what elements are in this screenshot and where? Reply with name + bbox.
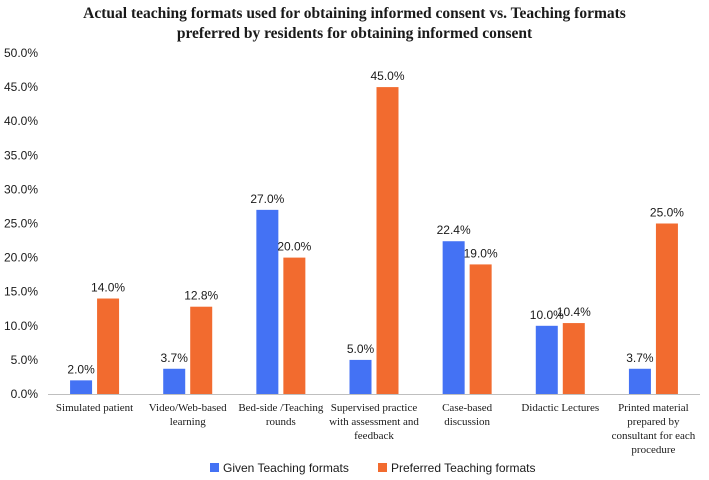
y-tick-label: 10.0%	[4, 319, 38, 333]
data-label: 5.0%	[347, 342, 375, 356]
legend-swatch-preferred	[378, 463, 387, 472]
bars	[70, 87, 678, 394]
category-label: rounds	[266, 416, 296, 428]
data-label: 25.0%	[650, 206, 684, 220]
y-tick-label: 5.0%	[11, 353, 39, 367]
data-label: 2.0%	[67, 362, 95, 376]
y-tick-label: 50.0%	[4, 46, 38, 60]
category-label: learning	[170, 416, 207, 428]
chart-title: Actual teaching formats used for obtaini…	[83, 5, 626, 42]
data-label: 20.0%	[277, 240, 311, 254]
y-tick-label: 40.0%	[4, 114, 38, 128]
data-label: 22.4%	[437, 223, 471, 237]
data-label: 12.8%	[184, 289, 218, 303]
data-label: 3.7%	[626, 351, 654, 365]
legend-label: Preferred Teaching formats	[391, 461, 536, 475]
category-label: Supervised practice	[331, 402, 418, 414]
chart-title-line: preferred by residents for obtaining inf…	[177, 25, 533, 42]
bar-given	[442, 241, 465, 394]
bar-preferred	[283, 257, 306, 394]
bar-preferred	[376, 87, 399, 394]
data-label: 10.0%	[530, 308, 564, 322]
chart-title-line: Actual teaching formats used for obtaini…	[83, 5, 626, 22]
bar-given	[628, 368, 651, 394]
bar-given	[70, 380, 93, 394]
category-label: Didactic Lectures	[521, 402, 599, 414]
y-tick-label: 25.0%	[4, 217, 38, 231]
y-tick-label: 20.0%	[4, 251, 38, 265]
category-label: with assessment and	[329, 416, 419, 428]
category-label: Case-based	[442, 402, 493, 414]
category-label: Printed material	[618, 402, 689, 414]
y-tick-label: 30.0%	[4, 182, 38, 196]
legend: Given Teaching formats Preferred Teaching…	[210, 461, 536, 475]
data-label: 19.0%	[464, 246, 498, 260]
bar-given	[163, 368, 186, 394]
data-label: 27.0%	[250, 192, 284, 206]
bar-preferred	[190, 306, 213, 394]
category-label: discussion	[444, 416, 490, 428]
legend-label: Given Teaching formats	[223, 461, 349, 475]
y-tick-label: 0.0%	[11, 387, 39, 401]
y-tick-label: 45.0%	[4, 80, 38, 94]
y-tick-label: 35.0%	[4, 148, 38, 162]
bar-preferred	[469, 264, 492, 394]
category-label: Bed-side /Teaching	[238, 402, 324, 414]
category-label: feedback	[354, 430, 394, 442]
y-axis: 0.0% 5.0% 10.0% 15.0% 20.0% 25.0% 30.0% 35.0% 40…	[4, 46, 38, 401]
category-label: prepared by	[627, 416, 680, 428]
bar-preferred	[562, 323, 585, 394]
data-label: 45.0%	[370, 69, 404, 83]
category-label: consultant for each	[612, 430, 696, 442]
y-tick-label: 15.0%	[4, 285, 38, 299]
category-label: Simulated patient	[56, 402, 133, 414]
bar-preferred	[97, 298, 120, 394]
data-labels: 2.0% 14.0% 3.7% 12.8% 27.0% 20.0% 5.0% 45.0% 22.…	[67, 69, 684, 376]
bar-given	[535, 325, 558, 394]
category-label: Video/Web-based	[149, 402, 227, 414]
bar-given	[256, 209, 279, 394]
x-axis: Simulated patient Video/Web-based learning…	[48, 394, 700, 456]
data-label: 10.4%	[557, 305, 591, 319]
category-label: procedure	[631, 444, 675, 456]
data-label: 14.0%	[91, 281, 125, 295]
bar-preferred	[655, 223, 678, 394]
bar-given	[349, 359, 372, 394]
data-label: 3.7%	[161, 351, 189, 365]
legend-swatch-given	[210, 463, 219, 472]
